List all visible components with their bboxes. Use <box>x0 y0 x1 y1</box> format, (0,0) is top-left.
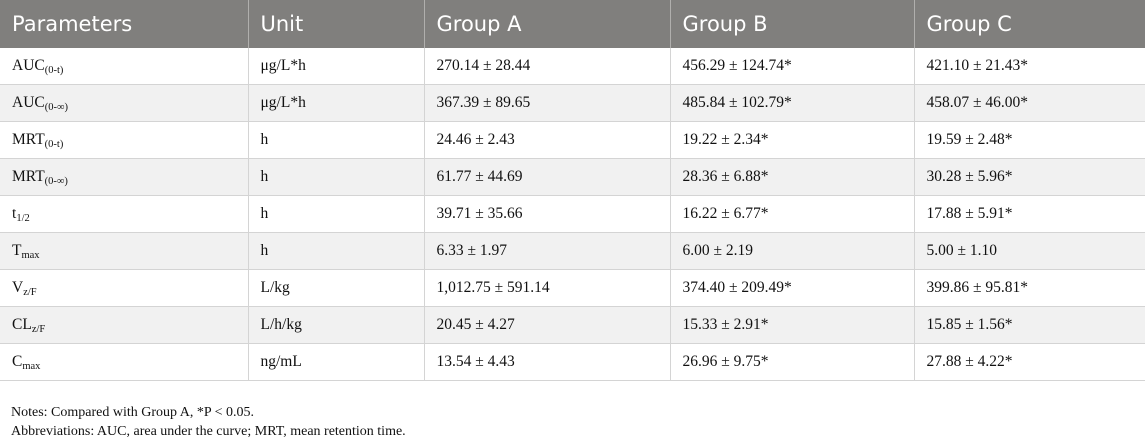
table-row: Tmax h 6.33 ± 1.97 6.00 ± 2.19 5.00 ± 1.… <box>0 232 1145 270</box>
header-group-c: Group C <box>914 0 1145 48</box>
unit-cell: h <box>248 195 425 233</box>
parameter-name: MRT <box>12 168 45 185</box>
table-row: CLz/F L/h/kg 20.45 ± 4.27 15.33 ± 2.91* … <box>0 306 1145 344</box>
parameter-subscript: z/F <box>23 287 37 298</box>
unit-cell: L/kg <box>248 269 425 307</box>
group-a-cell: 20.45 ± 4.27 <box>424 306 671 344</box>
table-row: Vz/F L/kg 1,012.75 ± 591.14 374.40 ± 209… <box>0 269 1145 307</box>
group-a-cell: 367.39 ± 89.65 <box>424 84 671 122</box>
group-a-cell: 13.54 ± 4.43 <box>424 343 671 381</box>
group-a-cell: 1,012.75 ± 591.14 <box>424 269 671 307</box>
parameter-cell: AUC(0-t) <box>0 48 249 85</box>
parameter-cell: CLz/F <box>0 306 249 344</box>
group-a-cell: 39.71 ± 35.66 <box>424 195 671 233</box>
parameter-cell: Tmax <box>0 232 249 270</box>
table-row: AUC(0-t) μg/L*h 270.14 ± 28.44 456.29 ± … <box>0 48 1145 85</box>
abbreviations-line: Abbreviations: AUC, area under the curve… <box>11 424 406 439</box>
group-b-cell: 16.22 ± 6.77* <box>670 195 915 233</box>
group-a-cell: 24.46 ± 2.43 <box>424 121 671 159</box>
parameter-name: V <box>12 279 24 296</box>
group-c-cell: 19.59 ± 2.48* <box>914 121 1145 159</box>
notes-line: Notes: Compared with Group A, *P < 0.05. <box>11 405 255 420</box>
group-c-cell: 421.10 ± 21.43* <box>914 48 1145 85</box>
header-parameters: Parameters <box>0 0 249 48</box>
header-group-b: Group B <box>670 0 915 48</box>
parameter-name: CL <box>12 316 32 333</box>
group-b-cell: 456.29 ± 124.74* <box>670 48 915 85</box>
parameter-subscript: (0-∞) <box>44 102 68 113</box>
table-header: Parameters Unit Group A Group B Group C <box>0 0 1145 48</box>
parameter-subscript: 1/2 <box>16 213 30 224</box>
unit-cell: ng/mL <box>248 343 425 381</box>
header-group-a: Group A <box>424 0 671 48</box>
parameter-subscript: max <box>22 361 41 372</box>
group-b-cell: 26.96 ± 9.75* <box>670 343 915 381</box>
group-b-cell: 19.22 ± 2.34* <box>670 121 915 159</box>
parameter-cell: MRT(0-∞) <box>0 158 249 196</box>
group-a-cell: 270.14 ± 28.44 <box>424 48 671 85</box>
parameter-subscript: max <box>21 250 40 261</box>
parameter-name: AUC <box>12 57 45 74</box>
parameter-name: t <box>12 205 17 222</box>
unit-cell: μg/L*h <box>248 84 425 122</box>
unit-cell: L/h/kg <box>248 306 425 344</box>
pharmacokinetic-table: Parameters Unit Group A Group B Group C … <box>0 0 1145 381</box>
table-body: AUC(0-t) μg/L*h 270.14 ± 28.44 456.29 ± … <box>0 48 1145 381</box>
parameter-name: MRT <box>12 131 45 148</box>
group-b-cell: 485.84 ± 102.79* <box>670 84 915 122</box>
unit-cell: h <box>248 232 425 270</box>
unit-cell: h <box>248 121 425 159</box>
group-c-cell: 30.28 ± 5.96* <box>914 158 1145 196</box>
group-b-cell: 6.00 ± 2.19 <box>670 232 915 270</box>
parameter-subscript: (0-∞) <box>44 176 68 187</box>
table-row: Cmax ng/mL 13.54 ± 4.43 26.96 ± 9.75* 27… <box>0 343 1145 381</box>
parameter-cell: AUC(0-∞) <box>0 84 249 122</box>
group-b-cell: 28.36 ± 6.88* <box>670 158 915 196</box>
parameter-cell: MRT(0-t) <box>0 121 249 159</box>
group-b-cell: 374.40 ± 209.49* <box>670 269 915 307</box>
header-row: Parameters Unit Group A Group B Group C <box>0 0 1145 48</box>
parameter-subscript: z/F <box>31 324 46 335</box>
header-unit: Unit <box>248 0 425 48</box>
table-row: MRT(0-∞) h 61.77 ± 44.69 28.36 ± 6.88* 3… <box>0 158 1145 196</box>
group-c-cell: 458.07 ± 46.00* <box>914 84 1145 122</box>
group-a-cell: 61.77 ± 44.69 <box>424 158 671 196</box>
group-b-cell: 15.33 ± 2.91* <box>670 306 915 344</box>
table-footnotes: Notes: Compared with Group A, *P < 0.05.… <box>11 403 406 441</box>
table-row: AUC(0-∞) μg/L*h 367.39 ± 89.65 485.84 ± … <box>0 84 1145 122</box>
parameter-name: T <box>12 242 22 259</box>
group-c-cell: 17.88 ± 5.91* <box>914 195 1145 233</box>
table-row: MRT(0-t) h 24.46 ± 2.43 19.22 ± 2.34* 19… <box>0 121 1145 159</box>
parameter-subscript: (0-t) <box>44 65 64 76</box>
group-c-cell: 27.88 ± 4.22* <box>914 343 1145 381</box>
unit-cell: h <box>248 158 425 196</box>
group-c-cell: 399.86 ± 95.81* <box>914 269 1145 307</box>
group-a-cell: 6.33 ± 1.97 <box>424 232 671 270</box>
parameter-name: AUC <box>12 94 45 111</box>
parameter-name: C <box>12 353 23 370</box>
parameter-cell: Vz/F <box>0 269 249 307</box>
table-row: t1/2 h 39.71 ± 35.66 16.22 ± 6.77* 17.88… <box>0 195 1145 233</box>
parameter-cell: Cmax <box>0 343 249 381</box>
unit-cell: μg/L*h <box>248 48 425 85</box>
group-c-cell: 15.85 ± 1.56* <box>914 306 1145 344</box>
parameter-subscript: (0-t) <box>44 139 64 150</box>
parameter-cell: t1/2 <box>0 195 249 233</box>
group-c-cell: 5.00 ± 1.10 <box>914 232 1145 270</box>
